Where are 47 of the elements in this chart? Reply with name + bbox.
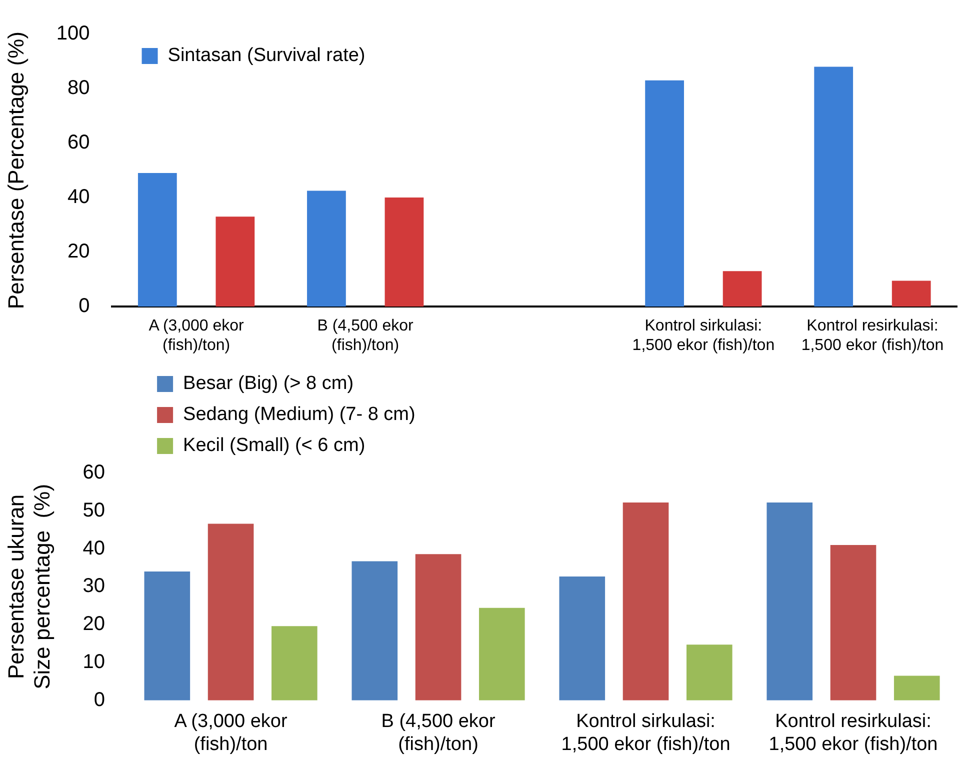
bar — [892, 280, 931, 307]
bar — [686, 644, 732, 700]
y-tick-label: 10 — [82, 651, 106, 674]
y-tick-label: 40 — [68, 186, 90, 208]
y-tick-label: 0 — [94, 688, 106, 711]
y-tick-label: 60 — [82, 462, 106, 484]
bar — [352, 561, 398, 700]
x-tick-label: Kontrol sirkulasi: 1,500 ekor (fish)/ton — [561, 711, 730, 755]
x-tick-label: A (3,000 ekor (fish)/ton) — [148, 318, 245, 354]
x-tick-label: Kontrol resirkulasi: 1,500 ekor (fish)/ton — [768, 711, 938, 755]
bar — [307, 190, 346, 307]
x-tick-label: Kontrol resirkulasi: 1,500 ekor (fish)/ton — [801, 318, 944, 354]
bar — [144, 572, 190, 700]
legend-label: Kecil (Small) (< 6 cm) — [183, 435, 366, 456]
y-tick-label: 100 — [56, 22, 90, 45]
bar — [272, 626, 318, 700]
bar — [894, 676, 940, 700]
y-tick-label: 0 — [78, 295, 90, 318]
y-tick-label: 20 — [68, 240, 90, 263]
legend-label: Sintasan (Survival rate) — [168, 45, 366, 66]
bar — [722, 271, 762, 307]
y-tick-label: 30 — [82, 575, 106, 598]
legend-label: Besar (Big) (> 8 cm) — [183, 373, 354, 394]
x-tick-label: B (4,500 ekor (fish)/ton) — [317, 318, 414, 354]
y-tick-label: 60 — [68, 132, 90, 154]
x-tick-label: Kontrol sirkulasi: 1,500 ekor (fish)/ton — [632, 318, 775, 354]
bar — [830, 545, 876, 700]
bar — [814, 66, 854, 307]
y-tick-label: 20 — [82, 613, 106, 636]
y-tick-label: 50 — [82, 499, 106, 522]
y-tick-label: 80 — [68, 77, 90, 100]
y-tick-label: 40 — [82, 537, 106, 560]
bar — [645, 80, 684, 307]
bar — [138, 173, 177, 307]
bar — [559, 576, 606, 700]
x-tick-label: A (3,000 ekor (fish)/ton — [174, 711, 288, 755]
bar — [622, 502, 669, 700]
bar — [479, 608, 525, 700]
bar — [766, 502, 813, 700]
bar — [415, 554, 462, 700]
x-tick-label: B (4,500 ekor (fish)/ton) — [381, 711, 496, 755]
bar — [216, 216, 255, 307]
y-axis-title: Persentase (Percentage (%) — [3, 32, 28, 310]
bar — [384, 198, 424, 307]
y-axis-title: Persentase ukuran Size percentage (%) — [3, 484, 55, 690]
legend-label: Sedang (Medium) (7- 8 cm) — [183, 404, 416, 426]
bar — [208, 524, 254, 700]
